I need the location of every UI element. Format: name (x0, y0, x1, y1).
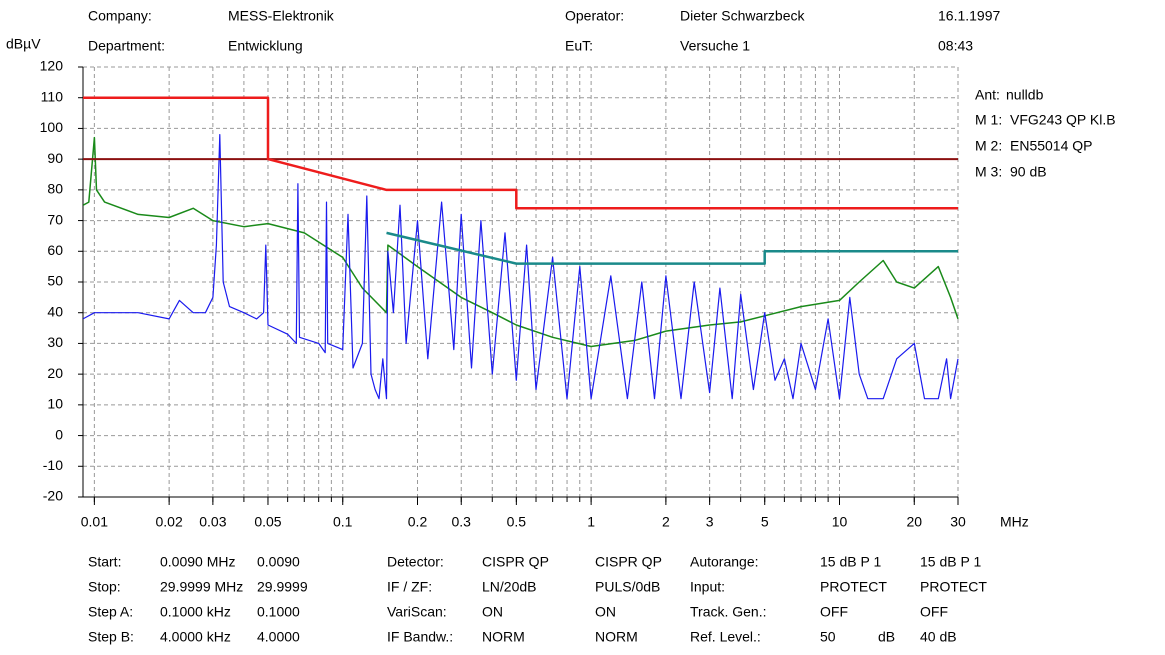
header-value: MESS-Elektronik (228, 8, 335, 24)
y-tick-label: 110 (41, 88, 64, 104)
legend-value: 90 dB (1010, 164, 1047, 180)
x-tick-label: 1 (587, 514, 595, 530)
setting-cell: 4.0000 (257, 629, 300, 645)
trace (83, 136, 959, 348)
setting-cell: 29.9999 MHz (160, 579, 243, 595)
y-tick-label: 30 (47, 334, 63, 350)
x-tick-label: 2 (662, 514, 670, 530)
setting-cell: OFF (920, 604, 948, 620)
header-value: 16.1.1997 (938, 8, 1000, 24)
header-label: Operator: (565, 8, 624, 24)
trace (386, 231, 958, 265)
setting-cell: dB (878, 629, 895, 645)
x-tick-label: 0.02 (156, 514, 183, 530)
setting-cell: Track. Gen.: (690, 604, 767, 620)
setting-cell: 0.1000 kHz (160, 604, 231, 620)
header-label: Company: (88, 8, 152, 24)
setting-cell: IF / ZF: (387, 579, 432, 595)
legend-label: M 1: (975, 112, 1002, 128)
setting-cell: VariScan: (387, 604, 447, 620)
y-tick-label: -20 (43, 488, 63, 504)
setting-cell: LN/20dB (482, 579, 536, 595)
setting-cell: 0.0090 (257, 554, 300, 570)
setting-cell: 50 (820, 629, 836, 645)
setting-cell: CISPR QP (482, 554, 549, 570)
y-tick-label: 90 (47, 150, 63, 166)
y-tick-label: -10 (43, 457, 63, 473)
setting-cell: ON (482, 604, 503, 620)
x-tick-label: 0.3 (452, 514, 472, 530)
x-axis-label: MHz (1000, 514, 1029, 530)
setting-cell: 40 dB (920, 629, 957, 645)
x-tick-label: 0.1 (333, 514, 353, 530)
x-tick-label: 0.03 (199, 514, 226, 530)
y-tick-label: 120 (40, 58, 64, 74)
legend-value: VFG243 QP Kl.B (1010, 112, 1116, 128)
x-tick-label: 0.5 (507, 514, 527, 530)
y-tick-label: 40 (47, 303, 63, 319)
y-tick-label: 50 (47, 273, 63, 289)
x-tick-label: 3 (706, 514, 714, 530)
setting-cell: Autorange: (690, 554, 759, 570)
setting-cell: IF Bandw.: (387, 629, 453, 645)
setting-cell: OFF (820, 604, 848, 620)
x-tick-label: 5 (761, 514, 769, 530)
setting-cell: Step B: (88, 629, 134, 645)
header-label: EuT: (565, 38, 593, 54)
y-tick-label: 0 (55, 426, 63, 442)
y-tick-label: 70 (47, 211, 63, 227)
setting-cell: CISPR QP (595, 554, 662, 570)
setting-cell: NORM (595, 629, 638, 645)
x-tick-label: 0.01 (81, 514, 108, 530)
x-tick-label: 20 (906, 514, 922, 530)
y-tick-label: 20 (47, 365, 63, 381)
legend-value: EN55014 QP (1010, 138, 1093, 154)
header-label: Department: (88, 38, 165, 54)
legend-label: M 3: (975, 164, 1002, 180)
y-tick-label: 80 (47, 181, 63, 197)
legend-label: M 2: (975, 138, 1002, 154)
setting-cell: NORM (482, 629, 525, 645)
setting-cell: ON (595, 604, 616, 620)
x-tick-label: 0.05 (254, 514, 281, 530)
y-tick-label: 100 (40, 119, 64, 135)
setting-cell: PROTECT (920, 579, 987, 595)
x-tick-label: 0.2 (408, 514, 428, 530)
setting-cell: 0.0090 MHz (160, 554, 235, 570)
header-value: Entwicklung (228, 38, 303, 54)
legend-value: nulldb (1006, 87, 1044, 103)
y-axis-label: dBµV (6, 36, 41, 52)
y-tick-label: 10 (47, 396, 63, 412)
setting-cell: Detector: (387, 554, 444, 570)
legend-label: Ant: (975, 87, 1000, 103)
x-tick-label: 30 (950, 514, 966, 530)
setting-cell: Start: (88, 554, 121, 570)
y-tick-label: 60 (47, 242, 63, 258)
setting-cell: Ref. Level.: (690, 629, 761, 645)
setting-cell: 15 dB P 1 (920, 554, 981, 570)
x-tick-label: 10 (832, 514, 848, 530)
setting-cell: Input: (690, 579, 725, 595)
trace (83, 96, 958, 210)
setting-cell: PULS/0dB (595, 579, 660, 595)
setting-cell: 0.1000 (257, 604, 300, 620)
setting-cell: 15 dB P 1 (820, 554, 881, 570)
setting-cell: Step A: (88, 604, 133, 620)
header-value: Dieter Schwarzbeck (680, 8, 805, 24)
setting-cell: Stop: (88, 579, 121, 595)
setting-cell: PROTECT (820, 579, 887, 595)
header-value: 08:43 (938, 38, 973, 54)
setting-cell: 4.0000 kHz (160, 629, 231, 645)
setting-cell: 29.9999 (257, 579, 308, 595)
trace (83, 134, 959, 400)
header-value: Versuche 1 (680, 38, 750, 54)
